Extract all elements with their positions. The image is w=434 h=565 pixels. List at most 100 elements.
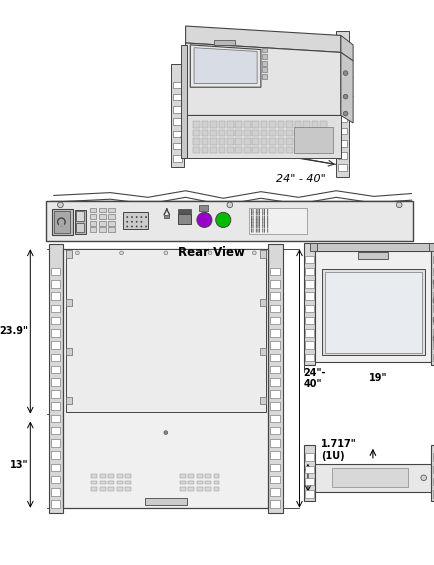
Polygon shape bbox=[185, 115, 340, 158]
Text: ▌▌ ▌▌▌ ▌▌ ▌: ▌▌ ▌▌▌ ▌▌ ▌ bbox=[251, 225, 269, 229]
Bar bbox=[205, 474, 210, 478]
Circle shape bbox=[57, 202, 63, 208]
Bar bbox=[100, 474, 105, 478]
Bar bbox=[311, 129, 318, 136]
Bar bbox=[218, 121, 225, 128]
Bar bbox=[201, 129, 208, 136]
Bar bbox=[270, 268, 279, 276]
Circle shape bbox=[208, 251, 211, 255]
Bar bbox=[66, 249, 265, 412]
Bar bbox=[286, 138, 292, 145]
Bar bbox=[432, 292, 434, 300]
Bar bbox=[164, 215, 168, 218]
Bar bbox=[210, 146, 216, 153]
Bar bbox=[260, 397, 265, 405]
Bar bbox=[337, 67, 347, 73]
Bar bbox=[270, 501, 279, 508]
Bar bbox=[311, 121, 318, 128]
Bar bbox=[76, 223, 84, 232]
Bar bbox=[269, 121, 275, 128]
Bar bbox=[197, 474, 202, 478]
Circle shape bbox=[135, 216, 137, 218]
Bar bbox=[260, 121, 267, 128]
Bar bbox=[304, 256, 313, 263]
Bar bbox=[303, 445, 315, 501]
Bar bbox=[243, 146, 250, 153]
Circle shape bbox=[227, 202, 232, 208]
Bar bbox=[235, 146, 241, 153]
Circle shape bbox=[140, 225, 142, 228]
Circle shape bbox=[342, 111, 347, 116]
Bar bbox=[286, 121, 292, 128]
Bar bbox=[205, 487, 210, 491]
Bar bbox=[193, 129, 199, 136]
Bar bbox=[432, 490, 434, 498]
Bar bbox=[51, 378, 60, 385]
Bar bbox=[277, 121, 284, 128]
Bar bbox=[294, 121, 301, 128]
Text: 24"-
40": 24"- 40" bbox=[302, 368, 325, 389]
Bar bbox=[117, 487, 122, 491]
Bar bbox=[108, 221, 115, 225]
Bar bbox=[248, 208, 306, 234]
Bar bbox=[188, 474, 194, 478]
Bar bbox=[99, 228, 105, 232]
Bar bbox=[304, 305, 313, 312]
Bar bbox=[193, 146, 199, 153]
Bar bbox=[261, 47, 266, 53]
Bar bbox=[270, 476, 279, 484]
Bar bbox=[100, 487, 105, 491]
Bar bbox=[269, 138, 275, 145]
Bar bbox=[227, 146, 233, 153]
Bar bbox=[430, 242, 434, 365]
Bar bbox=[270, 317, 279, 324]
Bar bbox=[235, 121, 241, 128]
Bar bbox=[51, 292, 60, 300]
Bar bbox=[76, 211, 84, 221]
Bar bbox=[66, 397, 72, 405]
Bar bbox=[193, 138, 199, 145]
Bar bbox=[337, 54, 347, 61]
Bar bbox=[201, 138, 208, 145]
Bar bbox=[324, 272, 421, 353]
Bar bbox=[66, 250, 72, 258]
Bar bbox=[108, 487, 114, 491]
Bar bbox=[315, 244, 430, 251]
Bar bbox=[268, 245, 282, 512]
Bar bbox=[51, 488, 60, 496]
Bar bbox=[270, 292, 279, 300]
Bar bbox=[270, 390, 279, 398]
Bar bbox=[51, 305, 60, 312]
Circle shape bbox=[135, 225, 137, 228]
Bar bbox=[214, 481, 219, 484]
Bar bbox=[66, 299, 72, 306]
Bar bbox=[337, 140, 347, 146]
Bar bbox=[432, 478, 434, 485]
Bar bbox=[304, 329, 313, 337]
Bar bbox=[252, 138, 258, 145]
Circle shape bbox=[140, 216, 142, 218]
Bar bbox=[260, 138, 267, 145]
Bar bbox=[66, 348, 72, 355]
Bar bbox=[319, 138, 326, 145]
Bar bbox=[178, 214, 191, 224]
Circle shape bbox=[164, 431, 168, 434]
Bar bbox=[51, 366, 60, 373]
Bar bbox=[51, 317, 60, 324]
Bar bbox=[51, 354, 60, 361]
Text: ▌▌ ▌▌▌ ▌▌ ▌: ▌▌ ▌▌▌ ▌▌ ▌ bbox=[251, 215, 269, 219]
Bar bbox=[74, 210, 85, 234]
Bar bbox=[319, 121, 326, 128]
Bar bbox=[51, 451, 60, 459]
Circle shape bbox=[126, 216, 128, 218]
Bar bbox=[210, 138, 216, 145]
Bar bbox=[432, 280, 434, 288]
Circle shape bbox=[252, 251, 256, 255]
Bar bbox=[100, 481, 105, 484]
Bar bbox=[293, 127, 332, 153]
Bar bbox=[193, 121, 199, 128]
Circle shape bbox=[432, 316, 434, 323]
Bar bbox=[178, 208, 191, 214]
Bar bbox=[260, 146, 267, 153]
Bar bbox=[270, 451, 279, 459]
